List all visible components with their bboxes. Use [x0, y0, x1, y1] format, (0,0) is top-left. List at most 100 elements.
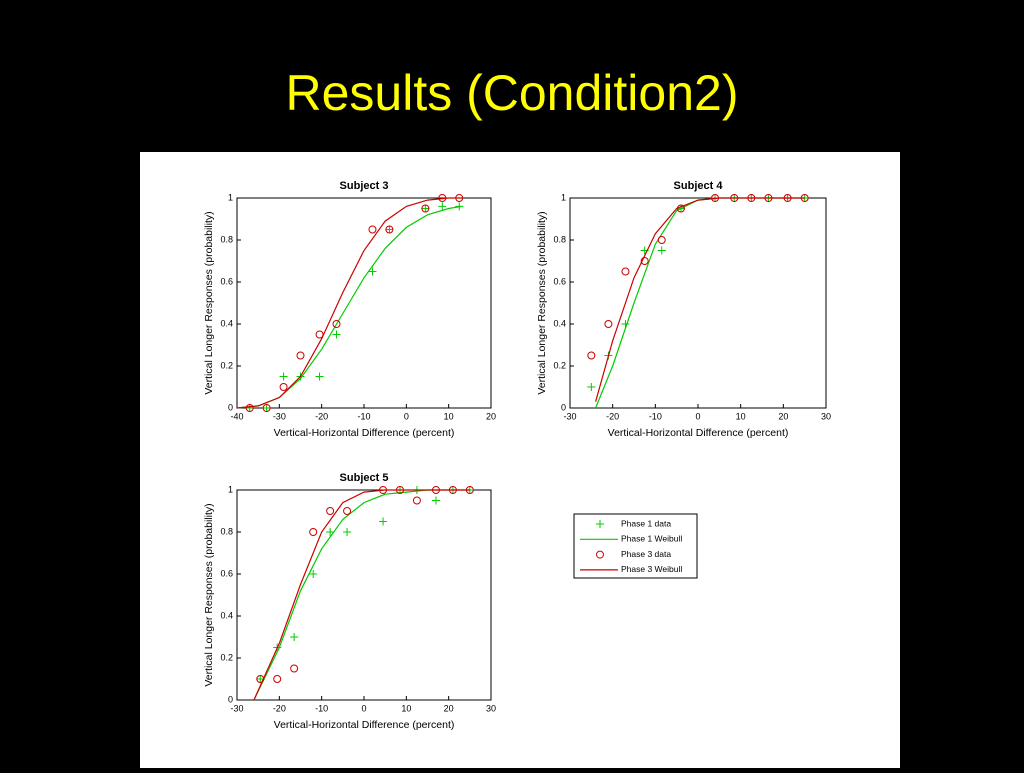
y-tick-label: 0 — [561, 402, 566, 412]
data-point — [368, 267, 377, 276]
x-tick-label: -20 — [606, 411, 619, 421]
data-point — [379, 517, 388, 526]
data-point — [385, 225, 394, 234]
data-point — [657, 246, 666, 255]
chart-title: Subject 3 — [340, 180, 389, 192]
data-point — [657, 236, 666, 244]
data-point — [368, 225, 377, 234]
data-point — [262, 404, 271, 412]
y-axis-label: Vertical Longer Responses (probability) — [203, 211, 215, 394]
data-point — [290, 633, 299, 641]
y-tick-label: 1 — [561, 192, 566, 202]
data-point — [421, 204, 430, 213]
legend-swatch — [596, 520, 604, 528]
data-point — [587, 383, 596, 391]
data-point — [326, 507, 335, 515]
y-axis-label: Vertical Longer Responses (probability) — [203, 503, 215, 686]
x-tick-label: -30 — [563, 411, 576, 421]
x-tick-label: -30 — [230, 703, 243, 713]
data-point — [262, 404, 271, 412]
y-tick-label: 1 — [228, 192, 233, 202]
x-tick-label: -20 — [273, 703, 286, 713]
data-point — [343, 507, 352, 515]
plot-area — [569, 197, 827, 409]
data-point — [385, 225, 394, 234]
x-tick-label: 20 — [444, 703, 454, 713]
data-point — [412, 496, 421, 505]
data-point — [315, 372, 324, 381]
y-tick-label: 0.8 — [220, 234, 233, 244]
y-tick-label: 0.8 — [553, 234, 566, 244]
data-point — [604, 320, 613, 328]
y-tick-label: 0.4 — [553, 318, 566, 328]
x-axis-label: Vertical-Horizontal Difference (percent) — [274, 719, 455, 731]
y-tick-label: 1 — [228, 484, 233, 494]
x-axis-label: Vertical-Horizontal Difference (percent) — [608, 427, 789, 439]
chart-title: Subject 5 — [340, 472, 389, 484]
legend-label: Phase 1 data — [621, 518, 671, 528]
x-tick-label: 10 — [444, 411, 454, 421]
y-axis-label: Vertical Longer Responses (probability) — [536, 211, 548, 394]
x-tick-label: -10 — [357, 411, 370, 421]
data-point — [438, 202, 447, 211]
y-tick-label: 0.4 — [220, 318, 233, 328]
data-point — [290, 664, 299, 673]
chart-title: Subject 4 — [674, 180, 724, 192]
data-point — [332, 320, 341, 328]
y-tick-label: 0.2 — [220, 652, 233, 662]
data-point — [431, 496, 440, 505]
x-tick-label: 20 — [486, 411, 496, 421]
data-point — [343, 528, 352, 536]
y-tick-label: 0 — [228, 694, 233, 704]
data-point — [621, 267, 630, 276]
x-tick-label: -20 — [315, 411, 328, 421]
x-tick-label: 0 — [695, 411, 700, 421]
data-point — [309, 528, 318, 536]
data-point — [273, 675, 282, 683]
x-tick-label: -10 — [649, 411, 662, 421]
data-point — [309, 570, 318, 578]
x-tick-label: -10 — [315, 703, 328, 713]
legend-box — [573, 513, 698, 579]
x-tick-label: 10 — [401, 703, 411, 713]
data-point — [332, 330, 341, 339]
x-tick-label: -40 — [230, 411, 243, 421]
x-tick-label: 30 — [821, 411, 831, 421]
plot-area — [236, 489, 492, 701]
plot-area — [236, 197, 492, 409]
data-point — [587, 351, 596, 360]
data-point — [421, 204, 430, 213]
y-tick-label: 0.4 — [220, 610, 233, 620]
x-tick-label: 30 — [486, 703, 496, 713]
legend-label: Phase 1 Weibull — [621, 534, 682, 544]
data-point — [640, 257, 649, 265]
slide-title: Results (Condition2) — [286, 65, 739, 121]
legend-label: Phase 3 Weibull — [621, 564, 682, 574]
data-point — [296, 351, 305, 360]
x-tick-label: 0 — [361, 703, 366, 713]
legend-swatch — [596, 550, 604, 559]
x-tick-label: 20 — [778, 411, 788, 421]
data-point — [279, 372, 288, 381]
data-point — [326, 528, 335, 536]
data-point — [245, 404, 254, 412]
fit-curve — [253, 489, 470, 701]
y-tick-label: 0.8 — [220, 526, 233, 536]
x-tick-label: 0 — [404, 411, 409, 421]
y-tick-label: 0.6 — [553, 276, 566, 286]
y-tick-label: 0.2 — [220, 360, 233, 370]
x-tick-label: 10 — [736, 411, 746, 421]
fit-curve — [595, 197, 805, 402]
fit-curve — [236, 197, 462, 409]
x-axis-label: Vertical-Horizontal Difference (percent) — [274, 427, 455, 439]
data-point — [245, 404, 254, 412]
y-tick-label: 0.6 — [220, 276, 233, 286]
y-tick-label: 0.2 — [553, 360, 566, 370]
data-point — [279, 383, 288, 391]
legend-label: Phase 3 data — [621, 549, 671, 559]
y-tick-label: 0 — [228, 402, 233, 412]
y-tick-label: 0.6 — [220, 568, 233, 578]
x-tick-label: -30 — [273, 411, 286, 421]
